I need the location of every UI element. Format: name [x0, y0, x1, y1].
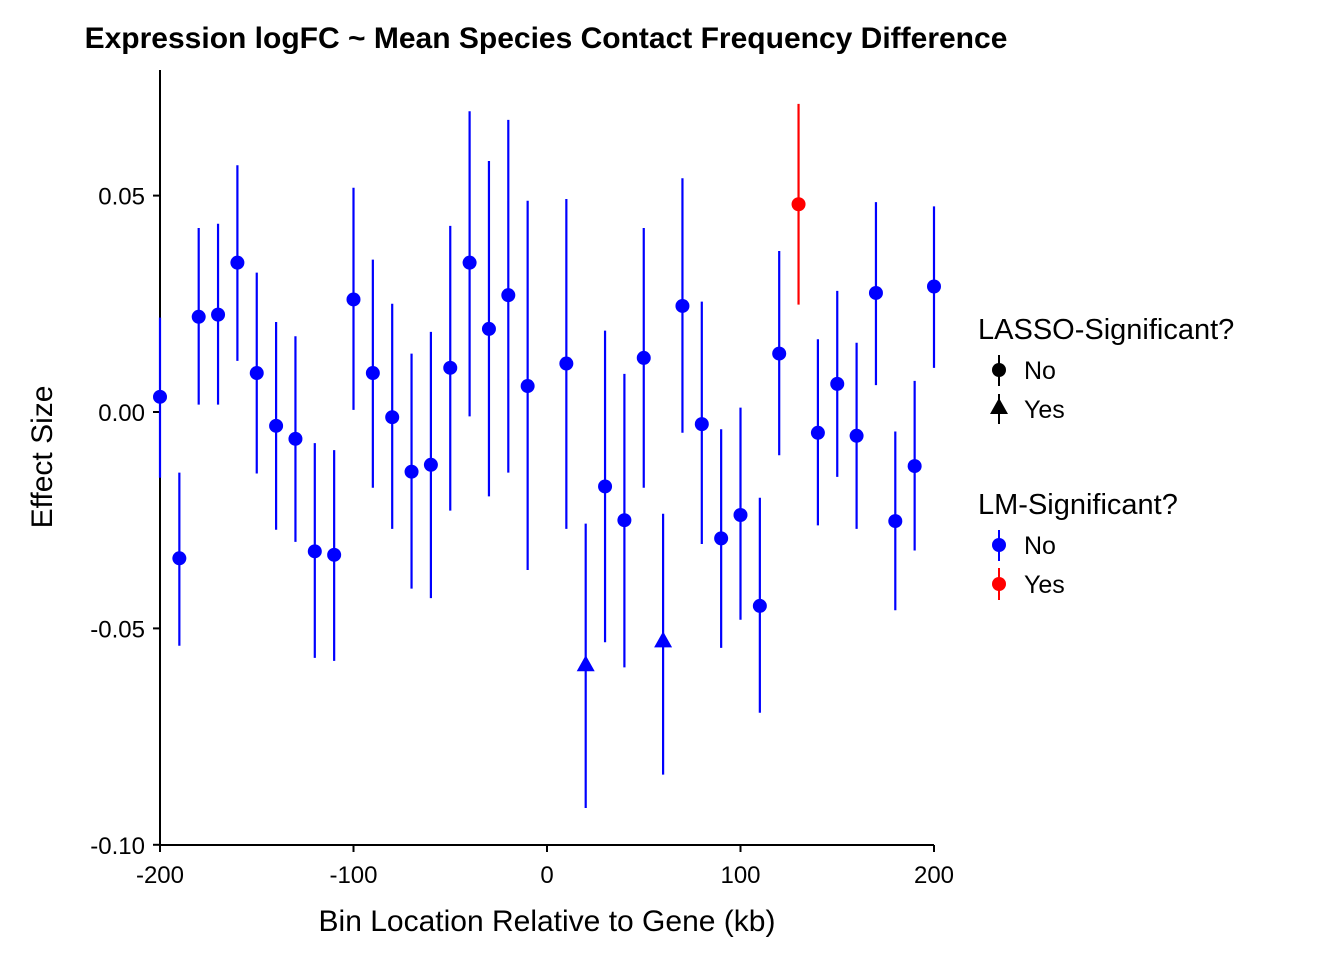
data-point [365, 366, 380, 381]
legend-lasso-title: LASSO-Significant? [978, 314, 1234, 346]
data-point [714, 531, 729, 546]
x-tick-label: 100 [720, 862, 760, 889]
data-point [675, 298, 690, 313]
chart-title: Expression logFC ~ Mean Species Contact … [85, 22, 1008, 55]
data-point [849, 428, 864, 443]
legend-lm: LM-Significant? No Yes [978, 489, 1178, 600]
legend-lasso-key-no [992, 355, 1006, 386]
data-point [520, 379, 535, 394]
data-point [191, 309, 206, 324]
data-point [636, 350, 651, 365]
legend-lm-yes-circle [992, 577, 1006, 591]
data-points [153, 197, 941, 672]
data-point [346, 292, 361, 307]
error-bars [158, 103, 936, 809]
legend-lasso-yes-label: Yes [1024, 396, 1065, 424]
x-tick-label: 200 [914, 862, 954, 889]
data-point [307, 544, 322, 559]
data-point [617, 513, 632, 528]
data-point [752, 598, 767, 613]
data-point-triangle [654, 631, 673, 648]
data-point [559, 356, 574, 371]
data-point [172, 551, 187, 566]
x-axis-title: Bin Location Relative to Gene (kb) [319, 905, 776, 938]
data-point [327, 547, 342, 562]
data-point [733, 508, 748, 523]
data-point [888, 514, 903, 529]
data-point [791, 197, 806, 212]
legend-lasso-key-yes [990, 394, 1008, 424]
x-tick-label: 0 [540, 862, 553, 889]
data-point [443, 360, 458, 375]
y-ticks: -0.10 -0.05 0.00 0.05 [90, 184, 160, 860]
y-tick-label: -0.05 [90, 616, 145, 643]
data-point [288, 431, 303, 446]
legend-lm-no-label: No [1024, 532, 1056, 560]
data-point [830, 376, 845, 391]
data-point [404, 464, 419, 479]
data-point [481, 321, 496, 336]
y-tick-label: 0.05 [98, 184, 145, 211]
legend-lm-key-yes [992, 568, 1006, 600]
legend-lasso-no-label: No [1024, 357, 1056, 385]
legend-lm-no-circle [992, 538, 1006, 552]
legend-lasso-yes-triangle [990, 398, 1008, 414]
data-point [211, 307, 226, 322]
data-point [868, 285, 883, 300]
data-point [810, 425, 825, 440]
data-point [423, 457, 438, 472]
data-point [153, 389, 167, 404]
data-point [598, 479, 613, 494]
data-point [694, 417, 709, 432]
data-point [269, 418, 284, 433]
y-tick-label: -0.10 [90, 833, 145, 860]
data-point [385, 410, 400, 425]
data-point [501, 288, 516, 303]
legend-lasso-no-circle [992, 363, 1006, 377]
y-tick-label: 0.00 [98, 400, 145, 427]
legend-lm-key-no [992, 530, 1006, 561]
legend-lm-yes-label: Yes [1024, 571, 1065, 599]
data-point [772, 346, 787, 361]
x-tick-label: -100 [329, 862, 377, 889]
x-ticks: -200 -100 0 100 200 [136, 845, 954, 889]
data-point [927, 279, 941, 294]
legend-lasso: LASSO-Significant? No Yes [978, 314, 1234, 424]
data-point [907, 459, 922, 474]
y-axis-title: Effect Size [26, 386, 59, 529]
data-point [230, 255, 245, 270]
x-tick-label: -200 [136, 862, 184, 889]
legend-lm-title: LM-Significant? [978, 489, 1178, 521]
data-point [462, 255, 477, 270]
data-point [249, 366, 264, 381]
data-point-triangle [576, 655, 595, 672]
